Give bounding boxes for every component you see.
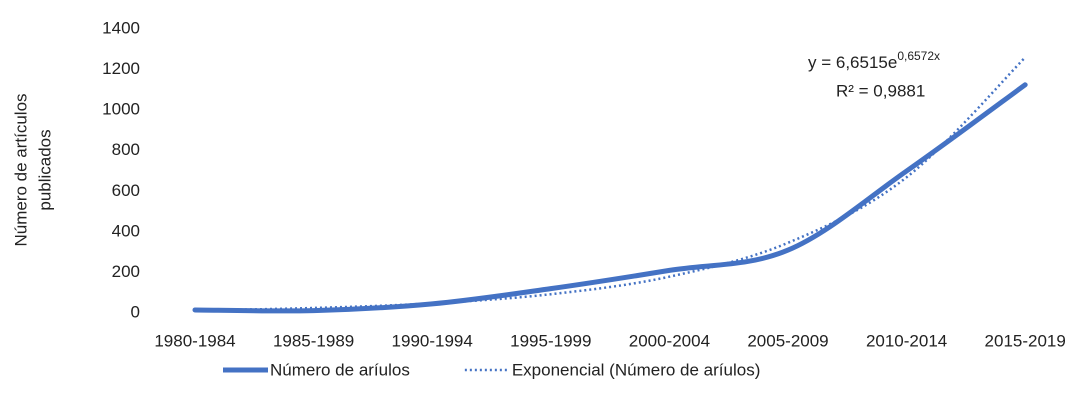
y-tick-label: 1400 (102, 18, 140, 37)
x-tick-label: 1995-1999 (510, 331, 591, 350)
y-tick-label: 1200 (102, 59, 140, 78)
y-axis-title-line: publicados (35, 129, 54, 210)
x-tick-label: 1990-1994 (392, 331, 473, 350)
trend-line (194, 56, 1027, 312)
trend-equation: y = 6,6515e0,6572x (808, 49, 940, 72)
y-tick-label: 400 (112, 221, 140, 240)
data-line (192, 82, 1028, 314)
legend-label: Exponencial (Número de aríulos) (512, 360, 761, 379)
x-tick-label: 2005-2009 (747, 331, 828, 350)
y-axis-title-line: Número de artículos (11, 93, 30, 246)
y-tick-label: 600 (112, 181, 140, 200)
x-tick-label: 1980-1984 (154, 331, 235, 350)
equation-base: y = 6,6515e (808, 53, 897, 72)
y-tick-label: 1000 (102, 100, 140, 119)
y-tick-label: 200 (112, 262, 140, 281)
x-tick-label: 1985-1989 (273, 331, 354, 350)
y-tick-label: 800 (112, 140, 140, 159)
x-tick-label: 2000-2004 (629, 331, 710, 350)
trend-r2: R² = 0,9881 (836, 81, 925, 100)
x-tick-label: 2010-2014 (866, 331, 947, 350)
x-tick-label: 2015-2019 (985, 331, 1066, 350)
y-axis-title: Número de artículos publicados (11, 93, 54, 246)
y-tick-label: 0 (131, 302, 140, 321)
equation-exponent: 0,6572x (897, 49, 940, 63)
legend-label: Número de aríulos (270, 360, 410, 379)
